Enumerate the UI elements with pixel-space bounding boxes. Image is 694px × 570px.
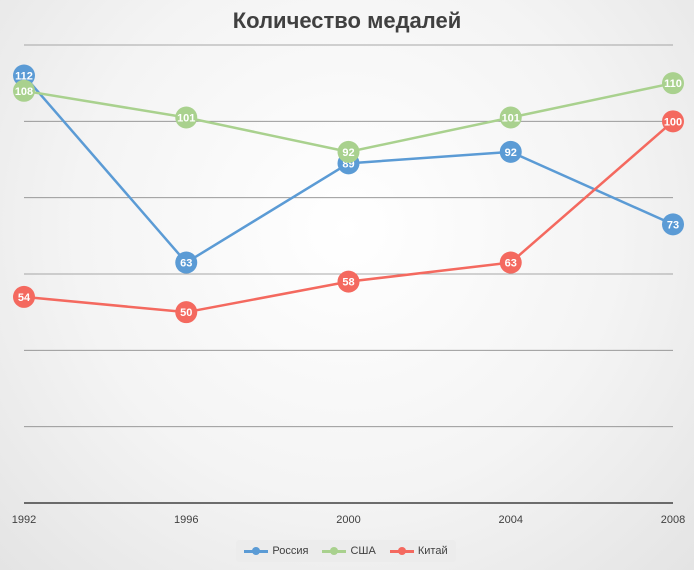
data-point [499,106,522,129]
data-label: 112 [15,71,33,83]
data-label: 110 [664,78,682,90]
data-point [13,285,35,308]
legend-marker [322,546,347,556]
chart-title: Количество медалей [232,8,462,33]
legend-item: Китай [389,545,448,557]
data-label: 101 [177,113,195,125]
legend-label: Китай [417,545,448,557]
data-point [13,64,35,87]
data-point [175,106,198,129]
data-label: 63 [180,258,192,270]
data-point [175,251,198,274]
legend-marker [244,546,269,556]
legend-item: Россия [244,545,308,557]
data-point [337,140,360,163]
data-label: 54 [18,292,31,304]
data-label: 63 [505,258,517,270]
legend-item: США [322,545,376,557]
data-point [337,270,360,293]
data-point [499,251,522,274]
data-label: 50 [180,307,192,319]
x-tick-label: 2004 [499,514,523,526]
data-label: 92 [505,147,517,159]
data-label: 101 [502,113,520,125]
x-tick-label: 2008 [661,514,685,526]
legend: Россия США Китай [236,540,456,562]
x-tick-label: 2000 [336,514,360,526]
x-tick-label: 1992 [12,514,36,526]
data-label: 92 [342,147,354,159]
data-point [175,301,198,324]
data-label: 58 [342,277,354,289]
legend-marker [389,546,414,556]
data-point [499,140,522,163]
data-point [13,79,35,102]
data-point [662,110,684,133]
data-label: 73 [667,219,679,231]
x-tick-label: 1996 [174,514,198,526]
data-label: 100 [664,116,682,128]
legend-label: США [350,545,376,557]
data-point [662,213,684,236]
legend-label: Россия [272,545,309,557]
data-point [662,72,684,95]
data-label: 108 [15,86,33,98]
